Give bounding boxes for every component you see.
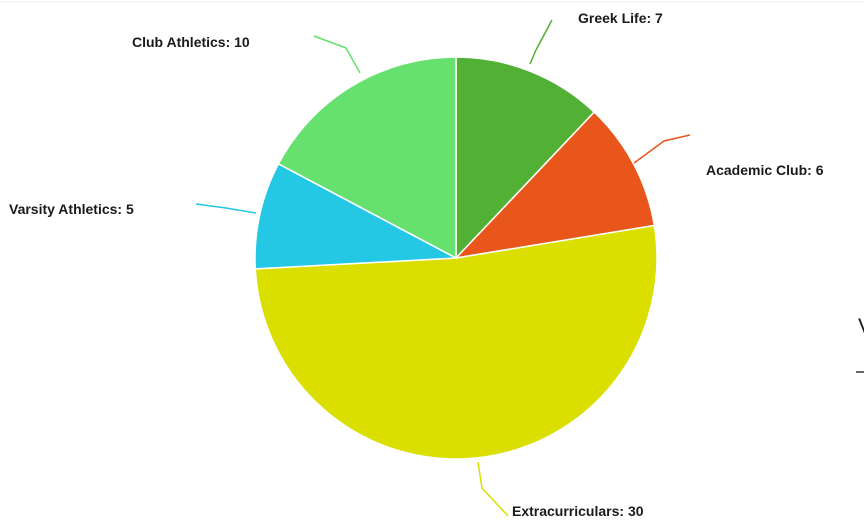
pie-slice-academic-club: [453, 111, 656, 260]
leader-line-club-athletics: [313, 35, 361, 74]
cropped-text-fragment: V: [858, 314, 864, 339]
pie-slice-extracurriculars: [254, 224, 658, 460]
leader-line-academic-club: [633, 134, 691, 164]
leader-lines: [195, 19, 691, 517]
leader-line-greek-life: [529, 19, 553, 65]
data-label-academic-club: Academic Club: 6: [706, 162, 824, 178]
leader-line-varsity-athletics: [195, 203, 257, 214]
pie-slice-greek-life: [455, 56, 596, 260]
data-label-varsity-athletics: Varsity Athletics: 5: [9, 201, 134, 217]
leader-line-extracurriculars: [477, 461, 509, 517]
data-label-extracurriculars: Extracurriculars: 30: [512, 503, 644, 519]
pie-slice-club-athletics: [277, 56, 457, 260]
pie-slices: [254, 56, 658, 460]
pie-slice-varsity-athletics: [254, 162, 459, 270]
slice-labels: Greek Life: 7 Academic Club: 6 Extracurric…: [9, 10, 824, 519]
data-label-greek-life: Greek Life: 7: [578, 10, 663, 26]
data-label-club-athletics: Club Athletics: 10: [132, 34, 250, 50]
